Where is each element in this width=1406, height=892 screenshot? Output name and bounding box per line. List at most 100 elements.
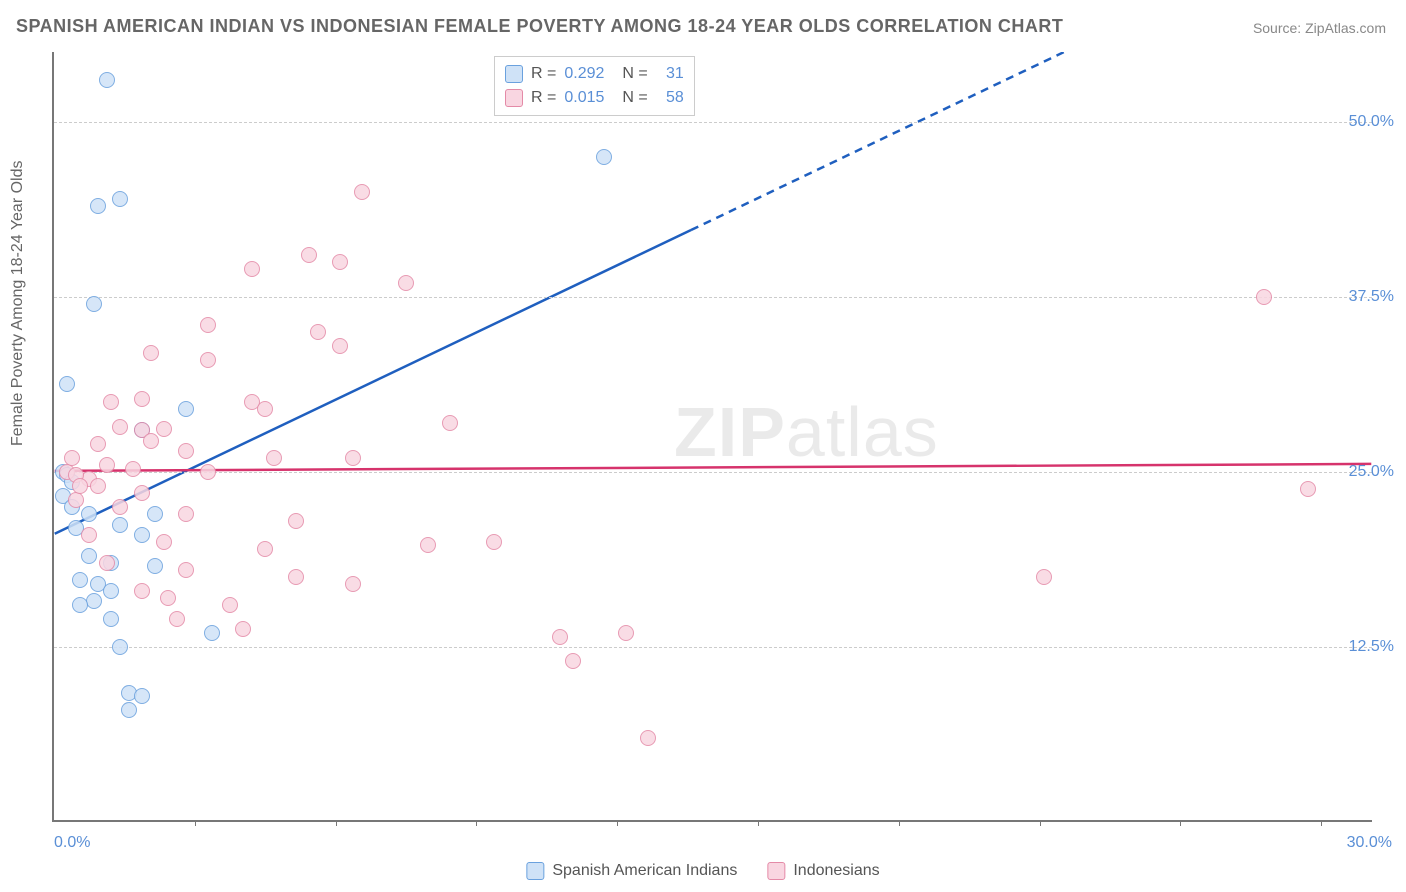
data-point xyxy=(72,478,88,494)
data-point xyxy=(121,702,137,718)
chart-container: SPANISH AMERICAN INDIAN VS INDONESIAN FE… xyxy=(0,0,1406,892)
data-point xyxy=(257,541,273,557)
data-point xyxy=(257,401,273,417)
data-point xyxy=(134,527,150,543)
data-point xyxy=(1300,481,1316,497)
stats-row-2: R = 0.015 N = 58 xyxy=(505,86,684,110)
stats-row-1: R = 0.292 N = 31 xyxy=(505,62,684,86)
y-tick-label: 50.0% xyxy=(1349,113,1394,131)
data-point xyxy=(99,72,115,88)
bottom-legend: Spanish American Indians Indonesians xyxy=(526,862,879,880)
data-point xyxy=(244,261,260,277)
x-axis-min-label: 0.0% xyxy=(54,834,90,852)
gridline xyxy=(54,472,1372,473)
data-point xyxy=(90,478,106,494)
data-point xyxy=(86,296,102,312)
data-point xyxy=(112,517,128,533)
legend-swatch-2 xyxy=(505,89,523,107)
n-label-1: N = xyxy=(622,65,647,83)
data-point xyxy=(147,506,163,522)
n-value-1: 31 xyxy=(656,65,684,83)
data-point xyxy=(68,492,84,508)
x-tick-mark xyxy=(899,820,900,826)
data-point xyxy=(178,506,194,522)
source-attribution: Source: ZipAtlas.com xyxy=(1253,20,1386,36)
data-point xyxy=(596,149,612,165)
data-point xyxy=(99,555,115,571)
data-point xyxy=(420,537,436,553)
data-point xyxy=(143,433,159,449)
gridline xyxy=(54,297,1372,298)
x-tick-mark xyxy=(1321,820,1322,826)
data-point xyxy=(442,415,458,431)
y-tick-label: 37.5% xyxy=(1349,288,1394,306)
data-point xyxy=(288,569,304,585)
trend-lines-layer xyxy=(54,52,1372,820)
x-tick-mark xyxy=(758,820,759,826)
data-point xyxy=(1256,289,1272,305)
data-point xyxy=(332,254,348,270)
data-point xyxy=(156,421,172,437)
data-point xyxy=(64,450,80,466)
r-value-1: 0.292 xyxy=(564,65,604,83)
data-point xyxy=(235,621,251,637)
y-axis-label: Female Poverty Among 18-24 Year Olds xyxy=(9,161,27,447)
data-point xyxy=(640,730,656,746)
data-point xyxy=(266,450,282,466)
data-point xyxy=(156,534,172,550)
data-point xyxy=(112,499,128,515)
data-point xyxy=(1036,569,1052,585)
data-point xyxy=(103,611,119,627)
x-axis-max-label: 30.0% xyxy=(1347,834,1392,852)
data-point xyxy=(345,576,361,592)
watermark: ZIPatlas xyxy=(674,392,939,472)
legend-label-1: Spanish American Indians xyxy=(552,862,737,880)
data-point xyxy=(134,583,150,599)
r-value-2: 0.015 xyxy=(564,89,604,107)
n-label-2: N = xyxy=(622,89,647,107)
data-point xyxy=(112,639,128,655)
data-point xyxy=(204,625,220,641)
n-value-2: 58 xyxy=(656,89,684,107)
data-point xyxy=(222,597,238,613)
data-point xyxy=(178,401,194,417)
data-point xyxy=(112,191,128,207)
r-label-1: R = xyxy=(531,65,556,83)
data-point xyxy=(134,485,150,501)
data-point xyxy=(354,184,370,200)
data-point xyxy=(200,317,216,333)
data-point xyxy=(178,443,194,459)
r-label-2: R = xyxy=(531,89,556,107)
data-point xyxy=(134,688,150,704)
bottom-swatch-1 xyxy=(526,862,544,880)
data-point xyxy=(112,419,128,435)
data-point xyxy=(345,450,361,466)
x-tick-mark xyxy=(617,820,618,826)
data-point xyxy=(72,572,88,588)
data-point xyxy=(147,558,163,574)
watermark-zip: ZIP xyxy=(674,393,786,471)
x-tick-mark xyxy=(336,820,337,826)
data-point xyxy=(81,548,97,564)
plot-area: ZIPatlas R = 0.292 N = 31 R = 0.015 N = … xyxy=(52,52,1372,822)
bottom-swatch-2 xyxy=(767,862,785,880)
data-point xyxy=(90,436,106,452)
data-point xyxy=(486,534,502,550)
data-point xyxy=(618,625,634,641)
legend-label-2: Indonesians xyxy=(793,862,879,880)
data-point xyxy=(81,527,97,543)
chart-title: SPANISH AMERICAN INDIAN VS INDONESIAN FE… xyxy=(16,16,1063,37)
data-point xyxy=(301,247,317,263)
data-point xyxy=(310,324,326,340)
y-tick-label: 12.5% xyxy=(1349,638,1394,656)
data-point xyxy=(288,513,304,529)
data-point xyxy=(143,345,159,361)
x-tick-mark xyxy=(476,820,477,826)
data-point xyxy=(125,461,141,477)
data-point xyxy=(200,464,216,480)
legend-swatch-1 xyxy=(505,65,523,83)
data-point xyxy=(134,391,150,407)
data-point xyxy=(200,352,216,368)
x-tick-mark xyxy=(195,820,196,826)
y-tick-label: 25.0% xyxy=(1349,463,1394,481)
